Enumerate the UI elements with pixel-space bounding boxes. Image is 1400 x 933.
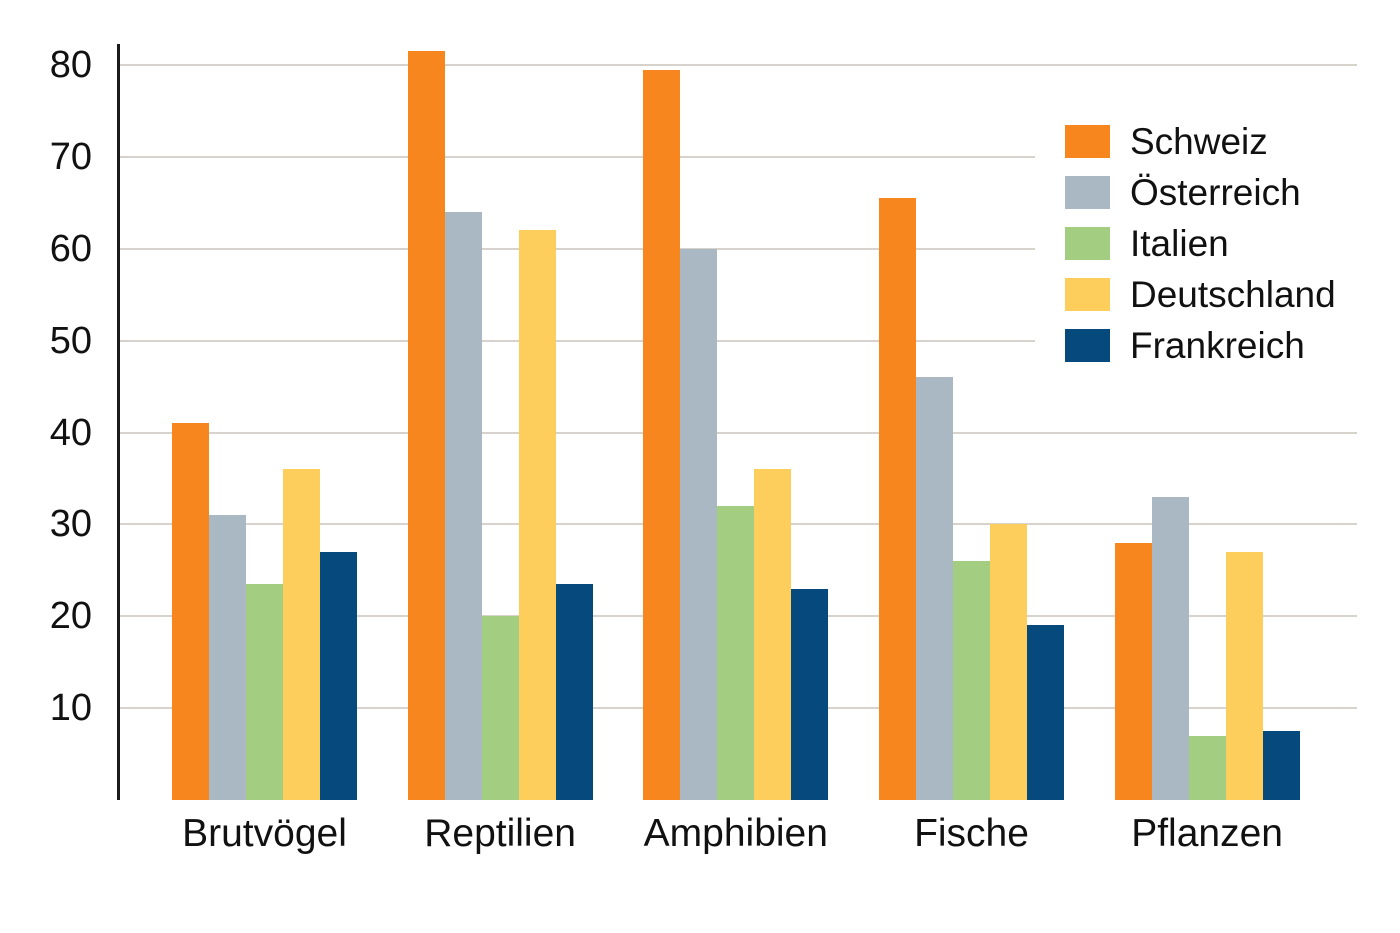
gridline [118, 155, 1357, 158]
legend-color-swatch [1065, 278, 1110, 311]
x-axis-label: Amphibien [643, 812, 828, 855]
bar [209, 515, 246, 800]
bar [246, 584, 283, 800]
bar [990, 524, 1027, 800]
legend-color-swatch [1065, 176, 1110, 209]
bar [1151, 496, 1189, 800]
legend-label: Italien [1130, 223, 1229, 264]
gridline [118, 339, 1357, 342]
bar [916, 377, 953, 800]
bar [481, 616, 519, 801]
y-axis-line [117, 44, 120, 800]
bar [1262, 731, 1300, 800]
legend-item: Frankreich [1065, 320, 1400, 371]
legend-label: Österreich [1130, 172, 1301, 213]
y-tick-label: 70 [49, 135, 92, 178]
gridline [118, 431, 1357, 434]
bar [1225, 551, 1263, 800]
y-tick-label: 80 [49, 44, 92, 86]
bar [879, 198, 916, 800]
bar [1114, 542, 1152, 801]
legend-color-swatch [1065, 125, 1110, 158]
y-tick-label: 30 [49, 503, 92, 546]
y-tick-label: 20 [49, 595, 92, 638]
legend-item: Österreich [1065, 167, 1400, 218]
legend-label: Deutschland [1130, 274, 1336, 315]
bar [1188, 735, 1226, 800]
legend-item: Schweiz [1065, 116, 1400, 167]
legend-item: Italien [1065, 218, 1400, 269]
bar [791, 588, 829, 800]
bar [320, 551, 357, 800]
y-tick-label: 60 [49, 227, 92, 270]
bar [444, 212, 482, 800]
legend: Schweiz Österreich Italien Deutschland Frank… [1035, 92, 1400, 391]
gridline [118, 247, 1357, 250]
legend-label: Frankreich [1130, 325, 1305, 366]
bar [283, 469, 320, 801]
legend-color-swatch [1065, 329, 1110, 362]
x-axis-label: Fische [914, 812, 1029, 855]
y-tick-label: 50 [49, 319, 92, 362]
x-axis-label: Pflanzen [1131, 812, 1283, 855]
legend-label: Schweiz [1130, 121, 1268, 162]
bar [680, 248, 718, 801]
gridline [118, 64, 1357, 66]
bar [407, 51, 445, 800]
x-axis-label: Reptilien [424, 812, 576, 855]
bar [953, 561, 990, 800]
bar [555, 584, 593, 800]
legend-color-swatch [1065, 227, 1110, 260]
y-tick-label: 10 [49, 687, 92, 730]
bar [717, 506, 755, 800]
y-tick-label: 40 [49, 411, 92, 454]
bar [172, 423, 209, 800]
bar [518, 230, 556, 800]
x-axis-label: Brutvögel [182, 812, 347, 855]
bar [1027, 625, 1064, 800]
bar [754, 469, 792, 801]
legend-item: Deutschland [1065, 269, 1400, 320]
bar [643, 69, 681, 800]
